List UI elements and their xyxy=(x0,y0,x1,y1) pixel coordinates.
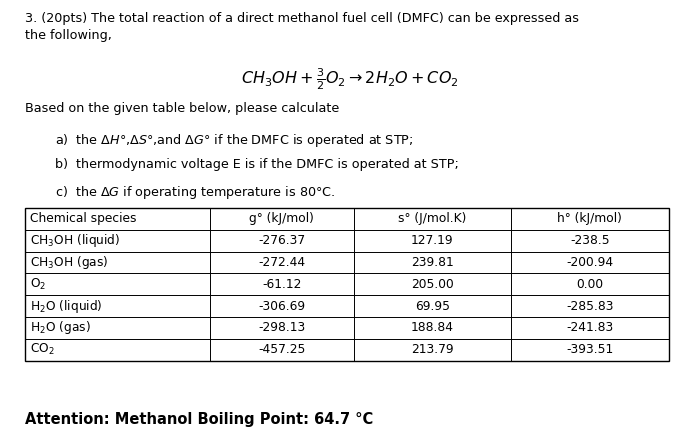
Text: 188.84: 188.84 xyxy=(411,321,454,334)
Text: 3. (20pts) The total reaction of a direct methanol fuel cell (DMFC) can be expre: 3. (20pts) The total reaction of a direc… xyxy=(25,12,579,42)
Text: 239.81: 239.81 xyxy=(411,256,454,269)
Text: s° (J/mol.K): s° (J/mol.K) xyxy=(398,213,466,225)
Text: 213.79: 213.79 xyxy=(411,343,454,356)
Text: Attention: Methanol Boiling Point: 64.7 °C: Attention: Methanol Boiling Point: 64.7 … xyxy=(25,412,373,427)
Text: -276.37: -276.37 xyxy=(258,234,305,247)
Text: $\mathregular{H_2O}$ (liquid): $\mathregular{H_2O}$ (liquid) xyxy=(29,297,102,315)
Text: -200.94: -200.94 xyxy=(566,256,613,269)
Text: Based on the given table below, please calculate: Based on the given table below, please c… xyxy=(25,102,340,115)
Text: 69.95: 69.95 xyxy=(414,300,449,312)
Bar xyxy=(25,208,668,361)
Text: b)  thermodynamic voltage E is if the DMFC is operated at STP;: b) thermodynamic voltage E is if the DMF… xyxy=(55,158,459,171)
Text: $\mathregular{CH_3OH}$ (gas): $\mathregular{CH_3OH}$ (gas) xyxy=(29,254,108,271)
Text: $\mathregular{O_2}$: $\mathregular{O_2}$ xyxy=(29,277,46,292)
Text: $\mathregular{H_2O}$ (gas): $\mathregular{H_2O}$ (gas) xyxy=(29,319,90,337)
Text: $\mathregular{CH_3OH}$ (liquid): $\mathregular{CH_3OH}$ (liquid) xyxy=(29,232,120,249)
Text: -272.44: -272.44 xyxy=(258,256,305,269)
Text: c)  the $\mathit{\Delta G}$ if operating temperature is 80°C.: c) the $\mathit{\Delta G}$ if operating … xyxy=(55,184,335,201)
Text: Chemical species: Chemical species xyxy=(29,213,136,225)
Text: -285.83: -285.83 xyxy=(566,300,613,312)
Text: -306.69: -306.69 xyxy=(258,300,305,312)
Text: $\mathregular{CO_2}$: $\mathregular{CO_2}$ xyxy=(29,342,55,357)
Text: -61.12: -61.12 xyxy=(262,278,302,291)
Text: 0.00: 0.00 xyxy=(576,278,603,291)
Text: g° (kJ/mol): g° (kJ/mol) xyxy=(249,213,314,225)
Text: -457.25: -457.25 xyxy=(258,343,305,356)
Text: a)  the $\mathit{\Delta H°}$,$\mathit{\Delta S°}$,and $\mathit{\Delta G°}$ if th: a) the $\mathit{\Delta H°}$,$\mathit{\De… xyxy=(55,132,414,149)
Text: -298.13: -298.13 xyxy=(258,321,305,334)
Text: 127.19: 127.19 xyxy=(411,234,454,247)
Text: h° (kJ/mol): h° (kJ/mol) xyxy=(557,213,622,225)
Text: $\mathit{CH_3OH}+\frac{3}{2}\mathit{O_2} \rightarrow 2\mathit{H_2O}+\mathit{CO_2: $\mathit{CH_3OH}+\frac{3}{2}\mathit{O_2}… xyxy=(241,66,459,92)
Text: -393.51: -393.51 xyxy=(566,343,613,356)
Text: -238.5: -238.5 xyxy=(570,234,610,247)
Text: -241.83: -241.83 xyxy=(566,321,613,334)
Text: 205.00: 205.00 xyxy=(411,278,454,291)
